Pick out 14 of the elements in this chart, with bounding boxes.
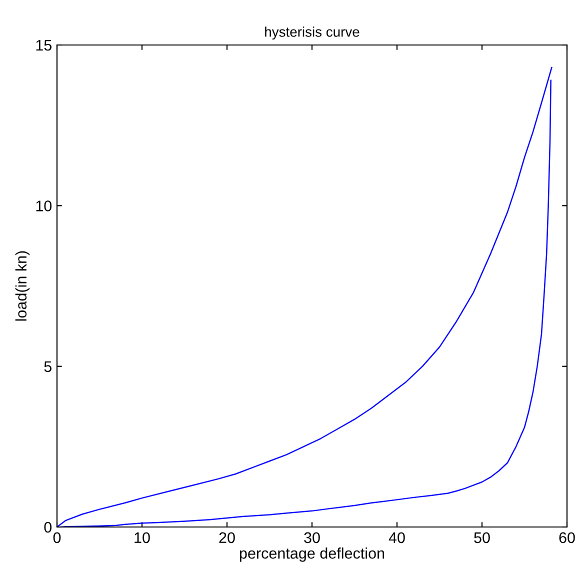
chart-title: hysterisis curve <box>265 26 360 40</box>
y-tick-label: 0 <box>44 522 52 533</box>
x-tick-label: 40 <box>388 532 405 544</box>
y-tick-label: 10 <box>36 200 52 212</box>
x-tick-label: 30 <box>304 532 320 544</box>
x-tick-label: 0 <box>53 532 61 544</box>
y-tick-label: 15 <box>36 40 52 51</box>
x-tick-label: 50 <box>474 532 490 544</box>
y-axis-title: load(in kn) <box>15 251 30 321</box>
x-axis-title: percentage deflection <box>240 547 384 562</box>
x-tick-label: 60 <box>559 532 575 544</box>
x-tick-label: 10 <box>134 532 150 544</box>
x-tick-label: 20 <box>219 532 235 544</box>
y-tick-label: 5 <box>44 361 52 372</box>
